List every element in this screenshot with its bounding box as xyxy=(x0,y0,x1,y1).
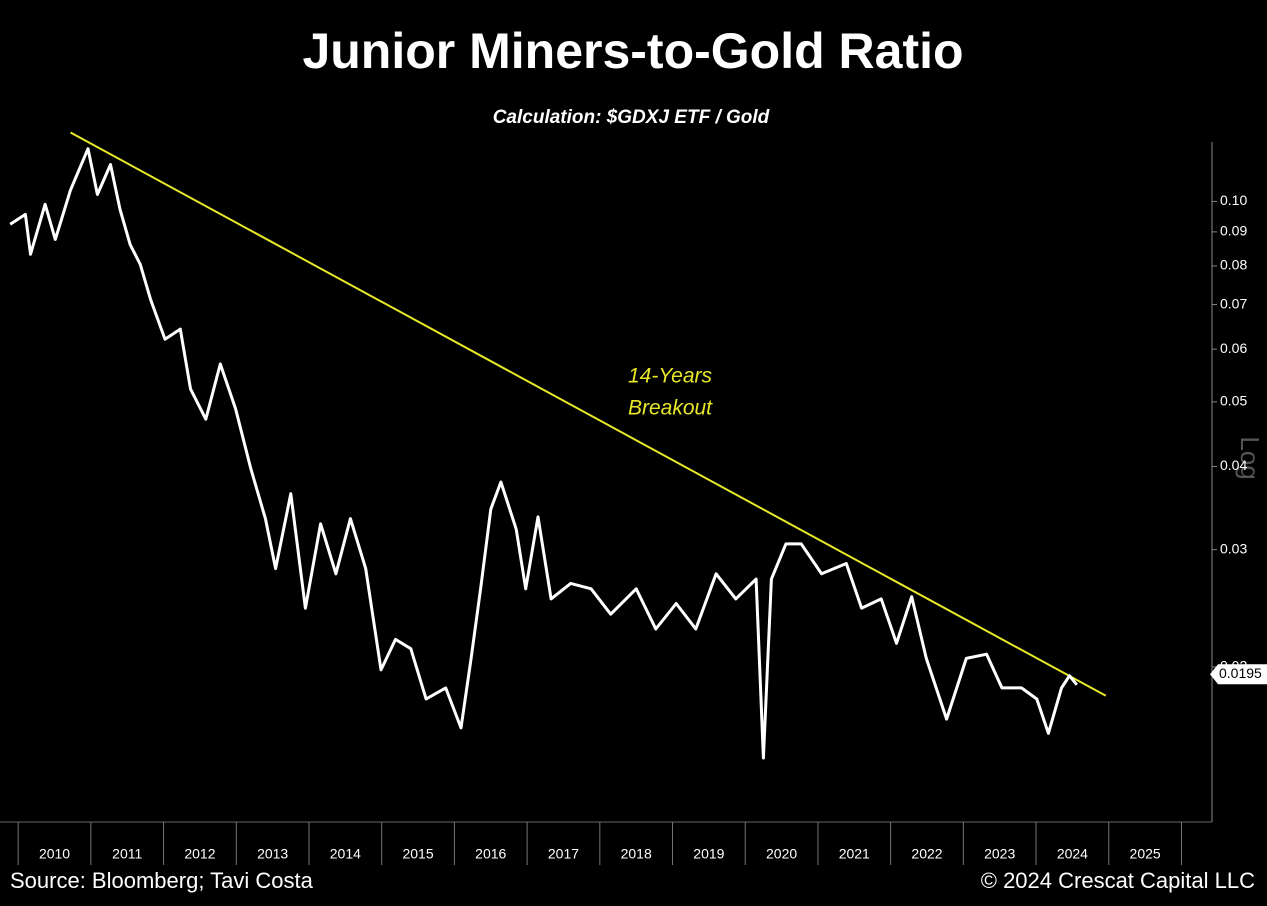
x-tick-label: 2025 xyxy=(1130,846,1161,862)
chart-title: Junior Miners-to-Gold Ratio xyxy=(302,23,963,79)
chart-subtitle: Calculation: $GDXJ ETF / Gold xyxy=(493,107,770,128)
x-tick-label: 2018 xyxy=(621,846,652,862)
last-value-box xyxy=(1210,664,1267,685)
copyright: © 2024 Crescat Capital LLC xyxy=(981,868,1255,893)
x-tick-label: 2022 xyxy=(911,846,942,862)
x-tick-label: 2013 xyxy=(257,846,288,862)
source: Source: Bloomberg; Tavi Costa xyxy=(10,868,314,893)
y-tick-label: 0.04 xyxy=(1220,457,1247,473)
y-tick-label: 0.07 xyxy=(1220,295,1247,311)
data-line xyxy=(9,147,1078,760)
y-tick-label: 0.10 xyxy=(1220,192,1247,208)
x-tick-label: 2014 xyxy=(330,846,361,862)
y-tick-label: 0.05 xyxy=(1220,393,1247,409)
x-tick-label: 2020 xyxy=(766,846,797,862)
x-tick-label: 2021 xyxy=(839,846,870,862)
annotation: 14-Years xyxy=(628,365,713,388)
x-tick-label: 2016 xyxy=(475,846,506,862)
x-tick-label: 2023 xyxy=(984,846,1015,862)
last-value-label: 0.0195 xyxy=(1219,665,1262,681)
x-tick-label: 2024 xyxy=(1057,846,1088,862)
x-tick-label: 2012 xyxy=(184,846,215,862)
y-axis-label: Log xyxy=(1235,436,1265,479)
x-tick-label: 2011 xyxy=(112,846,142,862)
x-tick-label: 2017 xyxy=(548,846,579,862)
annotation: Breakout xyxy=(628,397,713,420)
y-tick-label: 0.08 xyxy=(1220,257,1247,273)
y-tick-label: 0.06 xyxy=(1220,340,1247,356)
y-tick-label: 0.09 xyxy=(1220,223,1247,239)
x-tick-label: 2010 xyxy=(39,846,70,862)
x-tick-label: 2019 xyxy=(693,846,724,862)
trendline xyxy=(70,131,1107,697)
y-tick-label: 0.03 xyxy=(1220,540,1247,556)
x-tick-label: 2015 xyxy=(402,846,433,862)
